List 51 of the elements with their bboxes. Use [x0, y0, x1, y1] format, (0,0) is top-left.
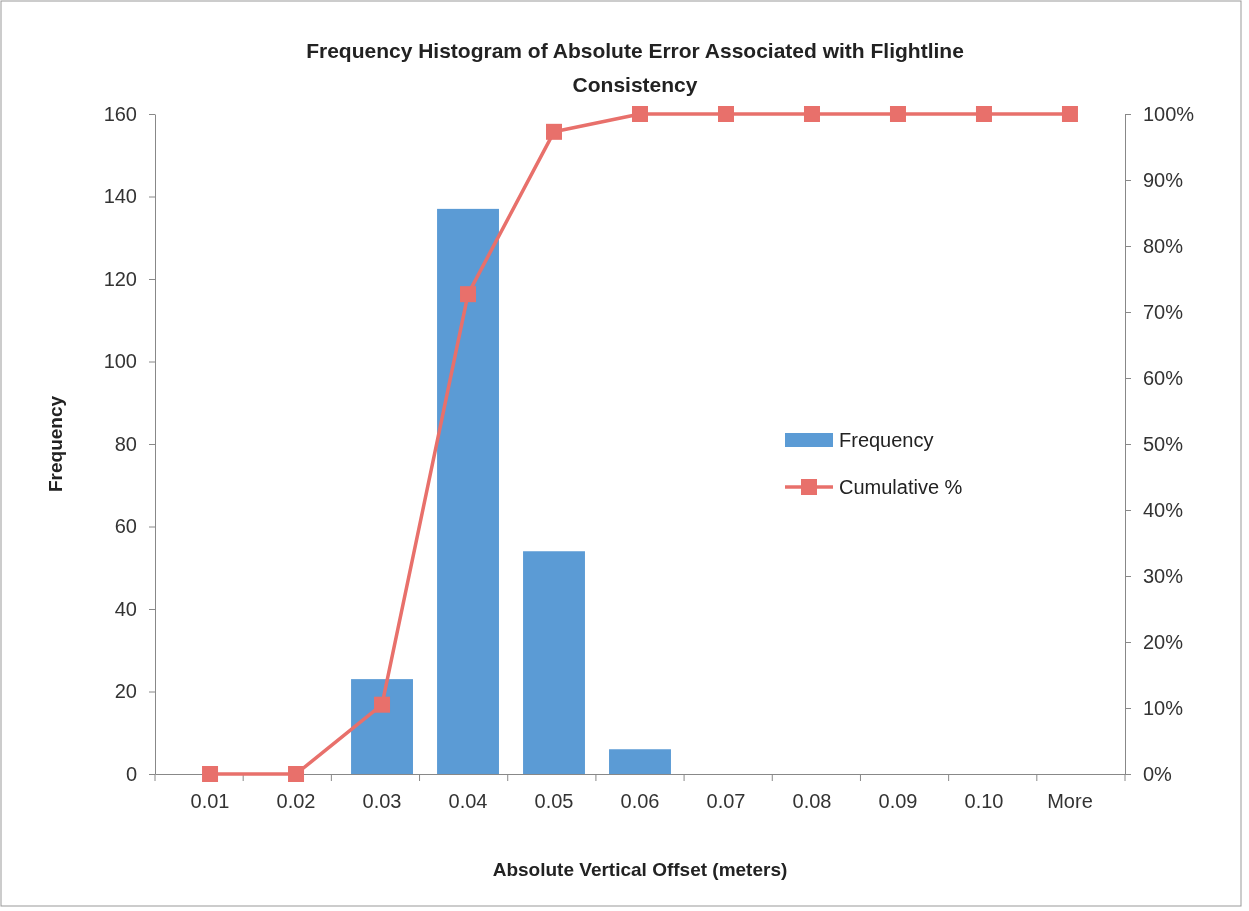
- point: [1061, 106, 1078, 122]
- point: [975, 106, 992, 122]
- y-tick-label: 160: [103, 102, 137, 125]
- x-tick-label: 0.05: [534, 790, 574, 813]
- legend-label: Frequency: [839, 429, 934, 451]
- y2-tick-label: 100%: [1143, 102, 1195, 125]
- legend-label: Cumulative %: [839, 476, 963, 498]
- y-tick-label: 120: [103, 267, 137, 290]
- x-tick-label: 0.03: [362, 790, 402, 813]
- x-tick-label: 0.08: [792, 790, 832, 813]
- x-tick-label: 0.02: [276, 790, 316, 813]
- point: [202, 766, 219, 782]
- x-tick-label: 0.10: [964, 790, 1004, 813]
- y2-tick-label: 70%: [1143, 300, 1184, 323]
- x-tick-label: 0.04: [448, 790, 488, 813]
- y-tick-label: 100: [103, 350, 137, 373]
- x-tick-label: 0.06: [620, 790, 660, 813]
- y2-tick-label: 90%: [1143, 168, 1184, 191]
- point: [803, 106, 820, 122]
- y2-tick-label: 80%: [1143, 234, 1184, 257]
- x-tick-label: 0.09: [878, 790, 918, 813]
- y-tick-label: 60: [114, 515, 137, 538]
- y2-tick-label: 0%: [1143, 762, 1173, 785]
- bar: [437, 208, 499, 774]
- point: [717, 106, 734, 122]
- y-tick-label: 140: [103, 185, 137, 208]
- bar: [523, 551, 585, 774]
- y2-tick-label: 60%: [1143, 366, 1184, 389]
- y-tick-label: 40: [114, 597, 137, 620]
- bar: [609, 749, 671, 774]
- y-axis-title: Frequency: [45, 395, 66, 493]
- y2-tick-label: 10%: [1143, 696, 1184, 719]
- point: [460, 286, 477, 303]
- y-tick-label: 20: [114, 680, 137, 703]
- y-tick-label: 80: [114, 432, 137, 455]
- y2-tick-label: 40%: [1143, 498, 1184, 521]
- y2-tick-label: 30%: [1143, 564, 1184, 587]
- x-axis-title: Absolute Vertical Offset (meters): [492, 859, 788, 880]
- point: [889, 106, 906, 122]
- x-tick-label: 0.07: [706, 790, 746, 813]
- point: [374, 696, 391, 713]
- bar: [351, 679, 413, 774]
- point: [288, 766, 305, 782]
- chart-title: Frequency Histogram of Absolute Error Associated with Flightline Consistency: [306, 39, 964, 96]
- point: [632, 106, 648, 122]
- y2-tick-label: 50%: [1143, 432, 1184, 455]
- y2-tick-label: 20%: [1143, 630, 1184, 653]
- y-tick-label: 0: [125, 762, 137, 785]
- x-tick-label: More: [1047, 790, 1093, 813]
- x-tick-label: 0.01: [190, 790, 230, 813]
- point: [546, 123, 563, 140]
